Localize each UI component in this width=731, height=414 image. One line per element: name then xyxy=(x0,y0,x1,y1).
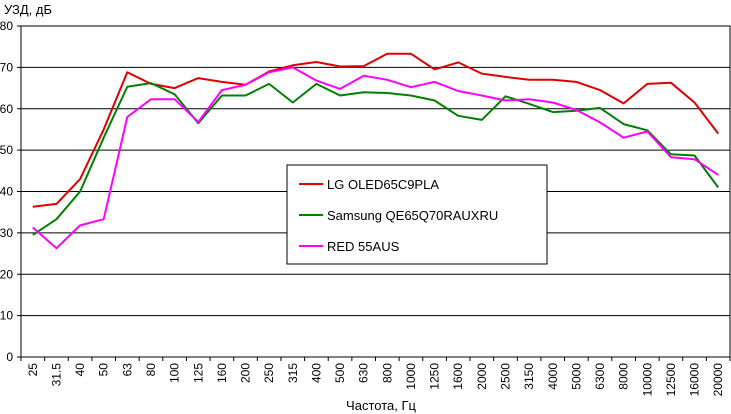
x-tick-label-2500: 2500 xyxy=(498,363,512,390)
x-tick-label-250: 250 xyxy=(262,363,276,383)
legend: LG OLED65C9PLA Samsung QE65Q70RAUXRU RED… xyxy=(286,164,548,265)
x-axis-title: Частота, Гц xyxy=(346,398,416,413)
x-tick-label-4000: 4000 xyxy=(546,363,560,390)
x-tick-label-25: 25 xyxy=(26,363,40,377)
x-tick-label-80: 80 xyxy=(144,363,158,377)
x-tick-label-20000: 20000 xyxy=(711,363,725,397)
x-tick-label-800: 800 xyxy=(380,363,394,383)
x-tick-label-200: 200 xyxy=(239,363,253,383)
x-tick-label-1600: 1600 xyxy=(451,363,465,390)
series-line-1 xyxy=(32,82,720,236)
x-tick-label-400: 400 xyxy=(309,363,323,383)
y-axis-title: УЗД, дБ xyxy=(4,2,52,17)
x-tick-label-2000: 2000 xyxy=(475,363,489,390)
x-tick-label-12500: 12500 xyxy=(664,363,678,397)
y-tick-label-50: 50 xyxy=(0,143,13,157)
series-lines xyxy=(32,52,720,250)
x-tick-label-16000: 16000 xyxy=(688,363,702,397)
y-tick-label-70: 70 xyxy=(0,60,13,74)
series-line-2 xyxy=(32,66,719,250)
x-tick-label-6300: 6300 xyxy=(593,363,607,390)
y-tick-label-10: 10 xyxy=(0,309,13,323)
x-tick-label-63: 63 xyxy=(120,363,134,377)
x-tick-label-1250: 1250 xyxy=(428,363,442,390)
x-tick-label-125: 125 xyxy=(191,363,205,383)
y-tick-label-80: 80 xyxy=(0,19,13,33)
x-tick-label-50: 50 xyxy=(97,363,111,377)
x-tick-label-40: 40 xyxy=(73,363,87,377)
x-tick-label-8000: 8000 xyxy=(617,363,631,390)
legend-label-red: RED 55AUS xyxy=(327,239,400,254)
legend-label-samsung: Samsung QE65Q70RAUXRU xyxy=(327,208,498,223)
x-tick-label-5000: 5000 xyxy=(569,363,583,390)
y-tick-label-0: 0 xyxy=(6,350,13,364)
series-line-0 xyxy=(32,52,719,208)
x-tick-label-100: 100 xyxy=(168,363,182,383)
y-tick-label-20: 20 xyxy=(0,267,13,281)
legend-box xyxy=(286,164,548,265)
x-tick-label-500: 500 xyxy=(333,363,347,383)
x-axis-ticks: 25 31.5 40 50 63 80 100 125 160 200 250 315 400 500 63… xyxy=(20,357,731,397)
x-tick-label-3150: 3150 xyxy=(522,363,536,390)
x-tick-label-630: 630 xyxy=(357,363,371,383)
y-axis-ticks: 0 10 20 30 40 50 60 70 80 xyxy=(0,19,21,364)
x-tick-label-31.5: 31.5 xyxy=(49,363,63,387)
y-tick-label-30: 30 xyxy=(0,226,13,240)
legend-label-lg: LG OLED65C9PLA xyxy=(327,177,439,192)
y-tick-label-60: 60 xyxy=(0,102,13,116)
x-tick-label-315: 315 xyxy=(286,363,300,383)
y-tick-label-40: 40 xyxy=(0,185,13,199)
x-tick-label-1000: 1000 xyxy=(404,363,418,390)
x-tick-label-10000: 10000 xyxy=(640,363,654,397)
x-tick-label-160: 160 xyxy=(215,363,229,383)
